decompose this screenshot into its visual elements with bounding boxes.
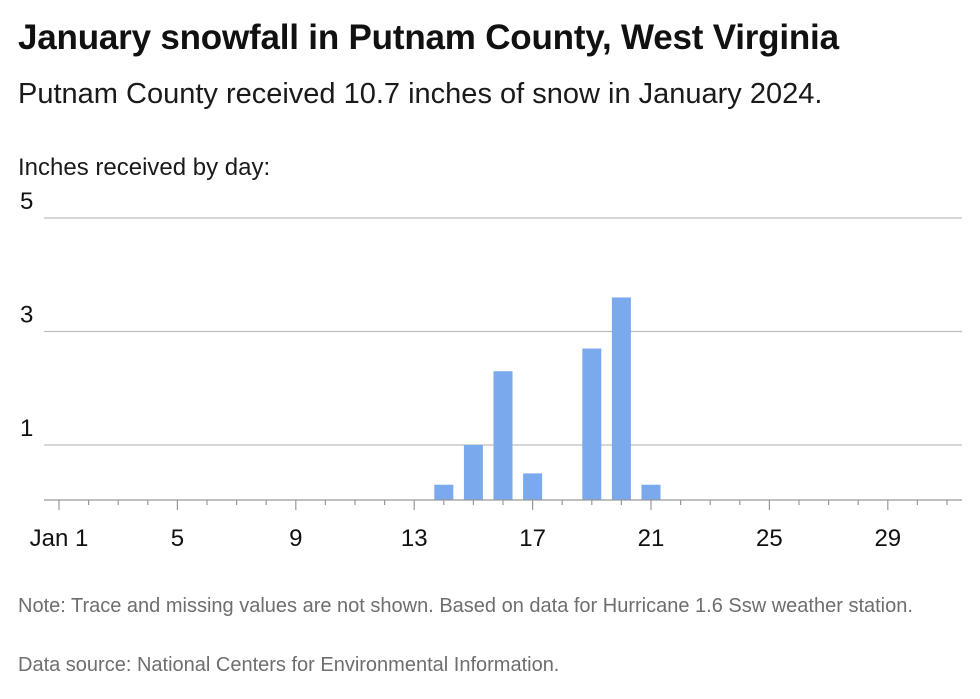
y-axis-label: Inches received by day: [18, 154, 271, 181]
x-tick-label: 17 [519, 525, 546, 552]
x-tick-label: Jan 1 [30, 525, 89, 552]
bar-jan-17 [523, 473, 543, 500]
x-tick-label: 21 [638, 525, 665, 552]
y-tick-label: 1 [20, 415, 33, 442]
y-tick-label: 3 [20, 302, 33, 329]
x-tick-label: 13 [401, 525, 428, 552]
chart-note: Note: Trace and missing values are not s… [18, 595, 913, 617]
x-tick-label: 25 [756, 525, 783, 552]
x-tick-label: 29 [874, 525, 901, 552]
data-source: Data source: National Centers for Enviro… [18, 654, 560, 676]
bars [434, 297, 661, 500]
x-tick-label: 9 [289, 525, 302, 552]
x-axis [44, 499, 962, 510]
bar-jan-14 [434, 484, 454, 500]
chart-subtitle: Putnam County received 10.7 inches of sn… [18, 78, 823, 110]
y-tick-label: 5 [20, 188, 33, 215]
bar-jan-20 [611, 297, 631, 500]
x-tick-label: 5 [171, 525, 184, 552]
bar-jan-19 [582, 348, 602, 500]
chart-title: January snowfall in Putnam County, West … [18, 18, 839, 57]
bar-jan-16 [493, 371, 513, 500]
bar-jan-21 [641, 484, 661, 500]
bar-jan-15 [463, 445, 483, 500]
